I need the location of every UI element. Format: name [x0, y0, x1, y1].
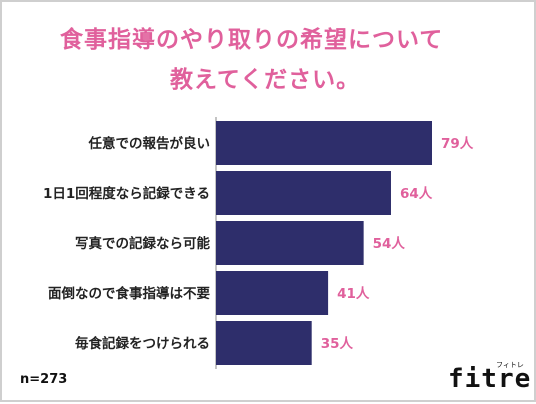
category-label-4: 毎食記録をつけられる: [75, 335, 210, 352]
title-line-1: 食事指導のやり取りの希望について: [60, 27, 444, 53]
bar-2: [216, 221, 364, 265]
value-label-1: 64人: [400, 186, 433, 202]
category-label-2: 写真での記録なら可能: [75, 235, 210, 252]
bar-4: [216, 321, 312, 365]
bar-3: [216, 271, 329, 315]
title-line-2: 教えてください。: [170, 67, 361, 93]
category-label-1: 1日1回程度なら記録できる: [43, 185, 210, 202]
category-label-0: 任意での報告が良い: [88, 135, 211, 152]
value-label-0: 79人: [441, 136, 474, 152]
chart-title: 食事指導のやり取りの希望について 教えてください。: [60, 20, 520, 100]
category-label-3: 面倒なので食事指導は不要: [48, 285, 210, 302]
sample-size-note: n=273: [20, 372, 68, 387]
logo-word: fitre: [448, 364, 532, 394]
fitre-logo: フィトレ fitre: [448, 360, 532, 396]
logo-kana: フィトレ: [496, 361, 524, 369]
bar-0: [216, 121, 432, 165]
value-label-3: 41人: [337, 286, 370, 302]
bar-1: [216, 171, 391, 215]
value-label-2: 54人: [373, 236, 406, 252]
value-label-4: 35人: [321, 336, 354, 352]
